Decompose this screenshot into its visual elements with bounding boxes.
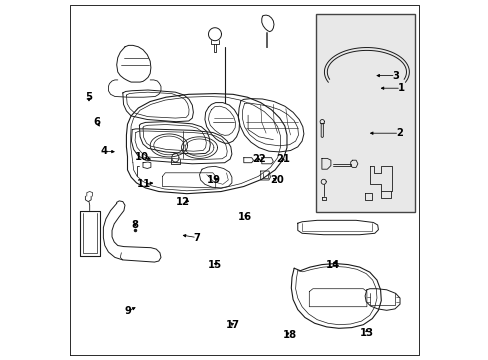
Text: 15: 15	[207, 260, 222, 270]
Text: 21: 21	[276, 154, 290, 164]
Text: 12: 12	[175, 197, 189, 207]
Text: 20: 20	[269, 175, 283, 185]
Text: 5: 5	[85, 92, 92, 102]
Text: 1: 1	[397, 83, 404, 93]
Text: 9: 9	[124, 306, 131, 316]
Text: 16: 16	[237, 212, 251, 222]
Text: 11: 11	[136, 179, 150, 189]
Text: 22: 22	[251, 154, 265, 164]
Text: 13: 13	[359, 328, 373, 338]
Text: 6: 6	[93, 117, 100, 127]
Text: 17: 17	[225, 320, 240, 330]
Text: 10: 10	[135, 152, 148, 162]
Text: 2: 2	[395, 128, 402, 138]
Text: 14: 14	[325, 260, 339, 270]
Text: 8: 8	[131, 220, 138, 230]
Bar	[316, 14, 415, 212]
Text: 18: 18	[282, 330, 296, 340]
Text: 4: 4	[101, 146, 107, 156]
Text: 3: 3	[391, 71, 398, 81]
Text: 7: 7	[193, 233, 200, 243]
Text: 19: 19	[206, 175, 221, 185]
